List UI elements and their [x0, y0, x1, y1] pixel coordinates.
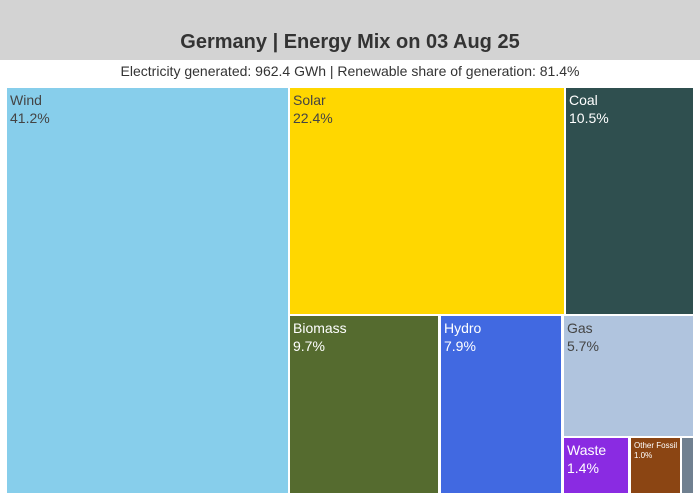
tile-percent: 41.2% — [10, 110, 50, 127]
tile-name: Waste — [567, 442, 607, 458]
treemap-tile-solar[interactable]: Solar 22.4% — [290, 88, 564, 314]
tile-percent: 9.7% — [293, 338, 325, 355]
tile-percent: 1.4% — [567, 460, 599, 477]
treemap-tile-waste[interactable]: Waste 1.4% — [564, 438, 628, 493]
tile-label: Waste 1.4% — [567, 441, 606, 477]
tile-name: Gas — [567, 320, 593, 336]
tile-label: Coal 10.5% — [569, 91, 609, 127]
treemap-tile-other[interactable] — [682, 438, 693, 493]
tile-name: Hydro — [444, 320, 482, 336]
tile-name: Wind — [10, 92, 42, 108]
tile-name: Other Fossil — [634, 441, 678, 450]
tile-name: Biomass — [293, 320, 347, 336]
tile-percent: 1.0% — [634, 451, 653, 461]
treemap-tile-wind[interactable]: Wind 41.2% — [7, 88, 288, 493]
tile-percent: 10.5% — [569, 110, 609, 127]
tile-label: Wind 41.2% — [10, 91, 50, 127]
tile-label: Solar 22.4% — [293, 91, 333, 127]
tile-label: Gas 5.7% — [567, 319, 599, 355]
tile-name: Coal — [569, 92, 598, 108]
treemap-tile-biomass[interactable]: Biomass 9.7% — [290, 316, 438, 493]
tile-percent: 5.7% — [567, 338, 599, 355]
treemap-tile-coal[interactable]: Coal 10.5% — [566, 88, 693, 314]
chart-subtitle: Electricity generated: 962.4 GWh | Renew… — [120, 63, 580, 79]
treemap-tile-hydro[interactable]: Hydro 7.9% — [441, 316, 561, 493]
tile-percent: 7.9% — [444, 338, 476, 355]
tile-label: Hydro 7.9% — [444, 319, 481, 355]
tile-label: Biomass 9.7% — [293, 319, 347, 355]
treemap-tile-other-fossil[interactable]: Other Fossil 1.0% — [631, 438, 680, 493]
tile-name: Solar — [293, 92, 326, 108]
chart-title: Germany | Energy Mix on 03 Aug 25 — [180, 31, 520, 53]
tile-label: Other Fossil 1.0% — [634, 441, 677, 462]
title-band — [0, 0, 700, 60]
treemap-tile-gas[interactable]: Gas 5.7% — [564, 316, 693, 436]
tile-percent: 22.4% — [293, 110, 333, 127]
